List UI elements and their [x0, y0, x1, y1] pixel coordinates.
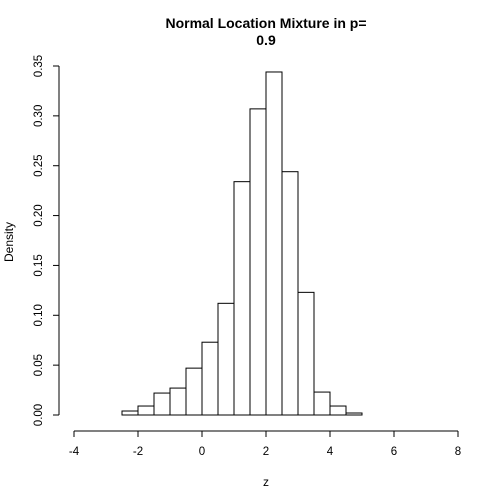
- histogram-bar: [217, 302, 235, 416]
- y-tick-label: 0.20: [33, 204, 45, 226]
- y-tick-label: 0.00: [33, 404, 45, 426]
- histogram-bar: [153, 392, 171, 416]
- histogram-bar: [137, 405, 155, 416]
- histogram-bar: [345, 412, 363, 416]
- x-axis-label: z: [263, 475, 269, 489]
- histogram-bar: [121, 410, 139, 416]
- histogram-bar: [265, 71, 283, 416]
- chart-title-line-2: 0.9: [256, 32, 276, 48]
- y-tick-label: 0.30: [33, 105, 45, 127]
- y-tick-label: 0.10: [33, 304, 45, 326]
- histogram-bar: [201, 341, 219, 416]
- y-tick-label: 0.35: [33, 55, 45, 77]
- x-tick-label: 0: [199, 446, 205, 458]
- x-tick-label: 2: [263, 446, 269, 458]
- chart-title-line-1: Normal Location Mixture in p=: [165, 15, 366, 31]
- y-tick-label: 0.25: [33, 155, 45, 177]
- y-tick-label: 0.05: [33, 354, 45, 376]
- y-tick-label: 0.15: [33, 254, 45, 276]
- x-tick-label: 8: [455, 446, 461, 458]
- histogram-bar: [297, 291, 315, 416]
- histogram-bar: [185, 367, 203, 416]
- histogram-bar: [249, 108, 267, 416]
- x-tick-label: -4: [69, 446, 80, 458]
- x-tick-label: 4: [327, 446, 334, 458]
- histogram-bars: [121, 71, 363, 416]
- histogram-bar: [313, 391, 331, 416]
- x-tick-label: 6: [391, 446, 397, 458]
- histogram-bar: [169, 387, 187, 416]
- x-axis: -4 -2 0 2 4 6 8: [69, 430, 461, 458]
- histogram-bar: [233, 181, 251, 416]
- x-tick-label: -2: [133, 446, 143, 458]
- histogram-bar: [329, 405, 347, 416]
- histogram-bar: [281, 171, 299, 416]
- y-axis: 0.00 0.05 0.10 0.15 0.20 0.25 0.30 0.35: [33, 55, 60, 426]
- y-axis-label: Density: [2, 222, 16, 262]
